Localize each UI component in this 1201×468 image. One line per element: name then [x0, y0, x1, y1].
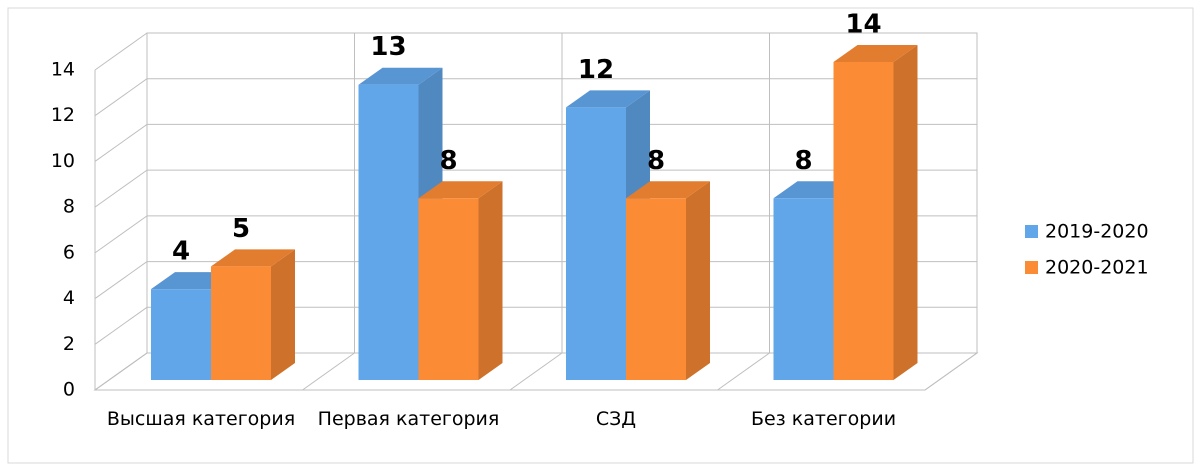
- data-label: 8: [439, 146, 457, 176]
- data-label: 14: [845, 10, 881, 40]
- bar-top: [358, 67, 443, 85]
- data-label: 5: [232, 214, 250, 244]
- bar: [418, 181, 503, 380]
- bar-front: [358, 84, 419, 380]
- y-tick-label: 14: [51, 59, 75, 81]
- data-label: 4: [172, 237, 190, 267]
- y-tick-label: 8: [63, 196, 75, 218]
- legend-label: 2020-2021: [1045, 257, 1149, 279]
- floor-divider: [924, 352, 978, 391]
- y-tick-label: 12: [51, 104, 75, 126]
- grid-line-side: [94, 32, 148, 71]
- bar-side: [893, 45, 918, 380]
- data-label: 13: [370, 32, 406, 62]
- bar-top: [566, 90, 650, 108]
- floor-divider: [717, 352, 770, 391]
- grid-line-side: [94, 306, 148, 345]
- legend-swatch: [1025, 261, 1038, 274]
- bar-front: [151, 289, 211, 380]
- y-tick-label: 0: [63, 379, 75, 401]
- grid-line-side: [94, 261, 148, 299]
- y-tick-label: 10: [51, 150, 75, 172]
- bar: [833, 45, 918, 380]
- y-tick-label: 6: [63, 241, 75, 263]
- x-tick-label: Без категории: [750, 408, 897, 430]
- bar-top: [626, 181, 710, 199]
- x-tick-label: Высшая категория: [106, 408, 296, 430]
- grid-line-side: [94, 124, 148, 162]
- floor-divider: [302, 352, 355, 391]
- bar-front: [626, 198, 686, 380]
- grid-line-side: [94, 215, 148, 254]
- legend-swatch: [1025, 225, 1038, 238]
- floor-divider: [509, 352, 563, 391]
- bar-side: [686, 181, 710, 380]
- x-tick-label: СЗД: [595, 408, 637, 430]
- grid-line-side: [94, 78, 148, 117]
- bar-top: [418, 181, 503, 199]
- y-tick-label: 2: [63, 333, 75, 355]
- bar: [626, 181, 710, 380]
- bar-top: [833, 45, 918, 62]
- bar: [211, 249, 295, 380]
- bar-top: [211, 249, 295, 267]
- x-tick-label: Первая категория: [317, 408, 500, 430]
- data-label: 8: [647, 146, 665, 176]
- grid-line-side: [94, 169, 148, 208]
- data-label: 12: [578, 55, 614, 85]
- grid-line-side: [94, 352, 148, 391]
- data-label: 8: [794, 146, 812, 176]
- bar-front: [418, 198, 479, 380]
- legend-label: 2019-2020: [1045, 221, 1149, 243]
- bar-side: [271, 249, 295, 380]
- bar-front: [833, 62, 894, 380]
- bar-front: [566, 107, 626, 380]
- bar-side: [478, 181, 503, 380]
- bar-front: [211, 266, 271, 380]
- y-tick-label: 4: [63, 287, 75, 309]
- bar-front: [773, 198, 834, 380]
